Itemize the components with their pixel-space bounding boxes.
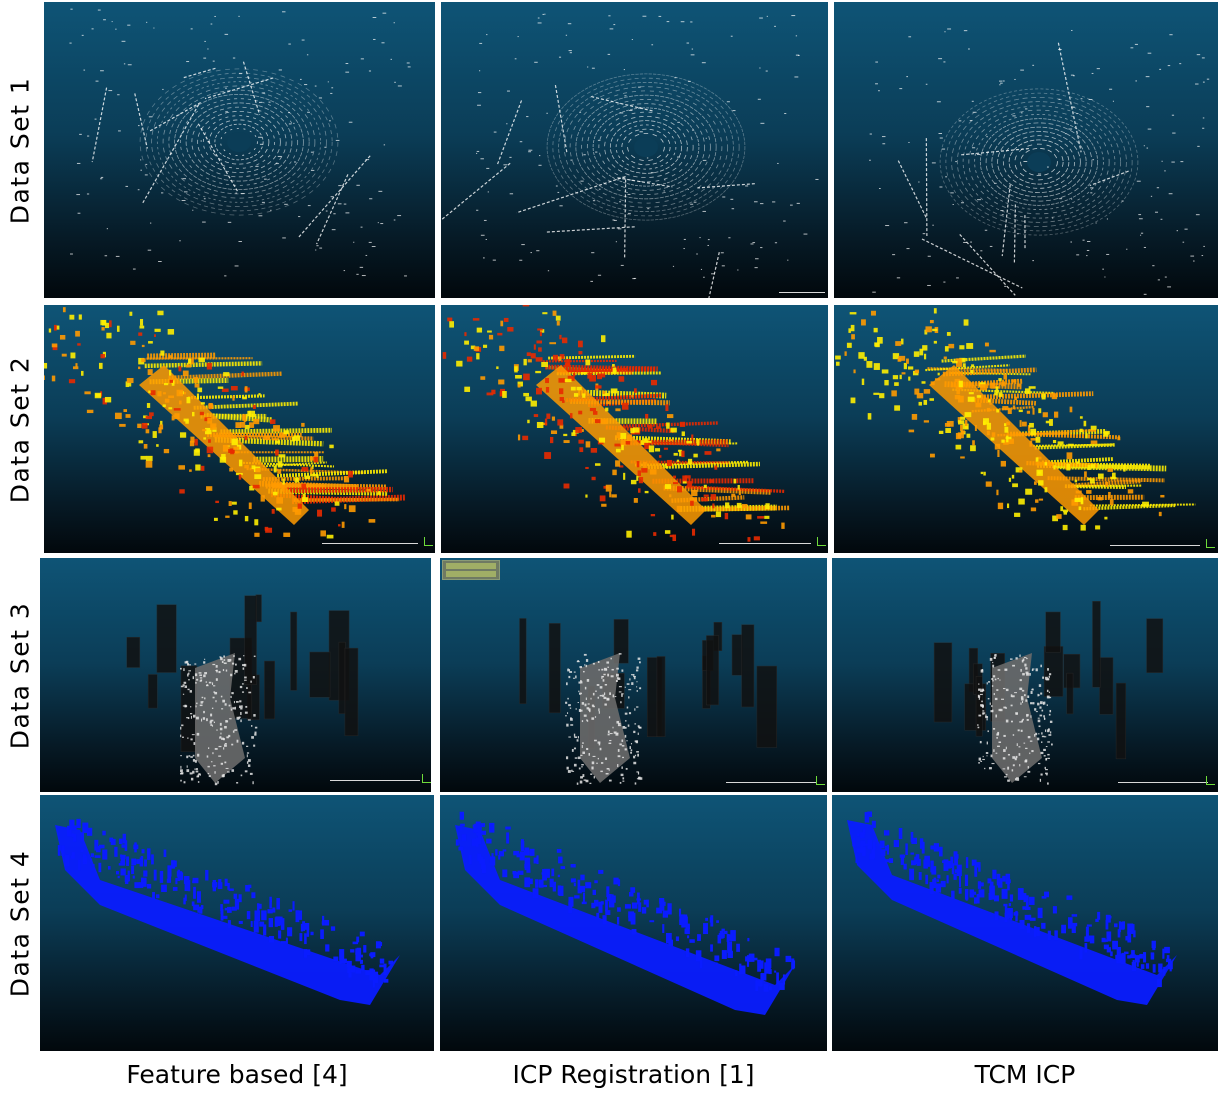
scale-bar	[330, 780, 420, 781]
scale-bar	[322, 543, 418, 544]
panel-ds3-icp-registration	[440, 558, 827, 792]
axis-triad-icon	[424, 537, 433, 546]
point-cloud-ds2	[835, 308, 1196, 531]
point-cloud-ds3	[126, 594, 359, 786]
point-cloud-ds2	[442, 305, 790, 542]
scale-bar	[719, 543, 811, 544]
scale-bar	[1110, 545, 1200, 546]
panel-ds1-icp-registration	[441, 2, 828, 298]
point-cloud-ds4	[455, 811, 796, 1015]
point-cloud-ds1	[69, 8, 411, 277]
panel-ds1-feature-based	[44, 2, 435, 298]
axis-triad-icon	[817, 537, 826, 546]
point-cloud-ds3	[519, 618, 777, 785]
panel-ds2-icp-registration	[441, 305, 828, 553]
row-label-data-set-3: Data Set 3	[5, 601, 35, 749]
point-cloud-ds3	[933, 601, 1164, 785]
scale-bar	[1118, 782, 1208, 783]
point-cloud-ds1	[441, 13, 819, 298]
point-cloud-ds4	[847, 811, 1177, 1005]
scale-bar	[779, 292, 825, 293]
column-label-icp-registration: ICP Registration [1]	[512, 1060, 755, 1089]
scale-bar	[726, 782, 816, 783]
point-cloud-ds1	[869, 28, 1210, 296]
panel-ds4-tcm-icp	[832, 795, 1218, 1051]
axis-triad-icon	[816, 776, 825, 785]
row-label-data-set-4: Data Set 4	[5, 849, 35, 997]
axis-triad-icon	[1206, 539, 1215, 548]
panel-ds3-tcm-icp	[832, 558, 1218, 792]
point-cloud-ds4	[55, 818, 400, 1005]
panel-ds4-feature-based	[40, 795, 434, 1051]
viewer-overlay-panel	[442, 560, 500, 580]
axis-triad-icon	[1206, 776, 1215, 785]
row-label-data-set-2: Data Set 2	[5, 355, 35, 503]
panel-ds4-icp-registration	[440, 795, 827, 1051]
column-label-feature-based: Feature based [4]	[126, 1060, 348, 1089]
point-cloud-ds2	[44, 307, 406, 539]
panel-ds2-tcm-icp	[834, 305, 1218, 553]
panel-ds3-feature-based	[40, 558, 431, 792]
panel-ds1-tcm-icp	[834, 2, 1218, 298]
panel-ds2-feature-based	[44, 305, 435, 553]
row-label-data-set-1: Data Set 1	[5, 76, 35, 224]
column-label-tcm-icp: TCM ICP	[974, 1060, 1076, 1089]
axis-triad-icon	[422, 774, 431, 783]
